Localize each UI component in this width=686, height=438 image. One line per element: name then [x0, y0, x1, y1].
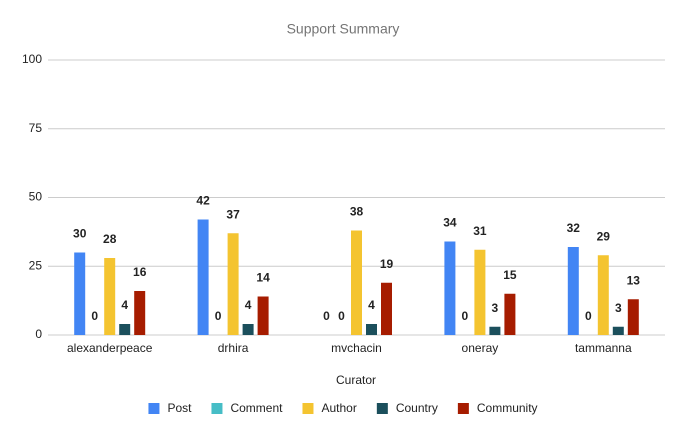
bar: [612, 326, 624, 335]
bar: [474, 249, 486, 335]
data-label: 0: [215, 309, 222, 323]
y-tick-label: 50: [29, 190, 43, 204]
data-label: 14: [256, 271, 270, 285]
legend-swatch: [148, 403, 160, 414]
bar: [197, 219, 209, 335]
y-tick-label: 0: [35, 327, 42, 341]
bar: [381, 282, 392, 335]
x-tick-label: alexanderpeace: [67, 341, 153, 355]
bar: [444, 241, 456, 335]
data-label: 29: [597, 229, 611, 243]
x-tick-label: drhira: [218, 341, 249, 355]
data-label: 0: [323, 309, 330, 323]
data-label: 32: [567, 221, 581, 235]
chart-title: Support Summary: [287, 21, 400, 37]
data-label: 0: [91, 309, 98, 323]
y-tick-label: 25: [29, 258, 43, 272]
data-label: 15: [503, 268, 517, 282]
data-label: 0: [338, 309, 345, 323]
bar: [104, 258, 116, 335]
x-tick-label: tammanna: [575, 341, 632, 355]
data-label: 4: [121, 298, 128, 312]
data-label: 16: [133, 265, 147, 279]
y-tick-label: 75: [29, 121, 43, 135]
x-tick-label: mvchacin: [331, 341, 382, 355]
legend-label: Community: [477, 401, 538, 415]
legend-swatch: [211, 403, 223, 414]
data-label: 3: [492, 301, 499, 315]
bar: [257, 296, 269, 335]
data-label: 30: [73, 227, 87, 241]
data-label: 3: [615, 301, 622, 315]
bar: [74, 252, 86, 335]
bar: [627, 299, 639, 335]
bar: [597, 255, 609, 335]
legend-label: Comment: [230, 401, 283, 415]
bar: [351, 230, 362, 335]
bar: [242, 324, 254, 335]
data-label: 28: [103, 232, 117, 246]
bar: [567, 247, 579, 335]
bar: [134, 291, 146, 335]
bar: [489, 326, 501, 335]
data-label: 4: [368, 298, 375, 312]
x-tick-label: oneray: [462, 341, 499, 355]
data-label: 38: [350, 205, 364, 219]
data-label: 34: [443, 216, 457, 230]
legend-label: Country: [396, 401, 438, 415]
data-label: 42: [196, 194, 210, 208]
legend-label: Post: [167, 401, 192, 415]
bar: [366, 324, 377, 335]
legend: Post Comment Author Country Community: [148, 401, 538, 415]
bar: [119, 324, 131, 335]
legend-swatch: [376, 403, 388, 414]
y-tick-label: 100: [22, 52, 42, 66]
data-label: 19: [380, 257, 394, 271]
legend-swatch: [457, 403, 469, 414]
data-label: 37: [226, 207, 240, 221]
data-label: 31: [473, 224, 487, 238]
legend-label: Author: [321, 401, 356, 415]
data-label: 13: [627, 273, 641, 287]
data-label: 4: [245, 298, 252, 312]
bar: [504, 293, 516, 335]
legend-swatch: [302, 403, 314, 414]
x-axis-title: Curator: [336, 373, 376, 387]
data-label: 0: [462, 309, 469, 323]
data-label: 0: [585, 309, 592, 323]
bar: [227, 233, 239, 335]
